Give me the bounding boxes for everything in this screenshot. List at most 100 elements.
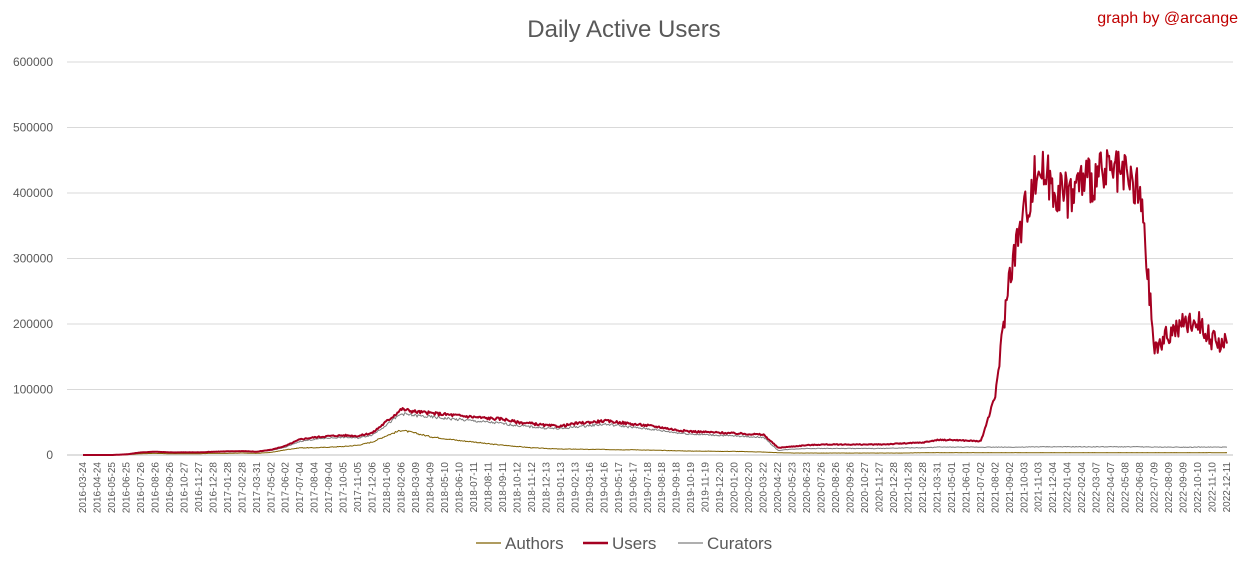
- y-tick-label: 400000: [13, 186, 53, 200]
- x-tick-label: 2018-11-12: [527, 462, 538, 513]
- x-tick-label: 2020-11-27: [874, 462, 885, 513]
- x-tick-label: 2022-01-04: [1063, 462, 1074, 514]
- x-tick-label: 2017-03-31: [252, 462, 263, 514]
- x-tick-label: 2022-06-08: [1135, 462, 1146, 514]
- x-tick-label: 2019-07-18: [643, 462, 654, 514]
- x-tick-label: 2022-12-11: [1222, 462, 1233, 513]
- x-axis-ticks: 2016-03-24 2016-04-24 2016-05-25 2016-06-25…: [78, 462, 1233, 514]
- x-tick-label: 2022-02-04: [1077, 462, 1088, 514]
- x-tick-label: 2018-05-10: [440, 462, 451, 514]
- y-axis-ticks: 0 100000 200000 300000 400000 500000 600000: [13, 55, 53, 462]
- x-tick-label: 2021-06-01: [961, 462, 972, 514]
- series-line-authors: [83, 429, 1228, 456]
- chart-credit: graph by @arcange: [1097, 10, 1238, 27]
- x-tick-label: 2016-12-28: [208, 462, 219, 514]
- x-tick-label: 2022-05-08: [1121, 462, 1132, 514]
- x-tick-label: 2018-09-11: [498, 462, 509, 513]
- x-tick-label: 2016-08-26: [150, 462, 161, 514]
- x-tick-label: 2016-07-26: [136, 462, 147, 514]
- x-tick-label: 2018-10-12: [512, 462, 523, 514]
- legend-label-users: Users: [612, 534, 656, 553]
- x-tick-label: 2019-03-16: [585, 462, 596, 514]
- x-tick-label: 2017-10-05: [339, 462, 350, 514]
- y-tick-label: 300000: [13, 252, 53, 266]
- x-tick-label: 2021-03-31: [932, 462, 943, 514]
- x-tick-label: 2016-06-25: [121, 462, 132, 514]
- y-tick-label: 600000: [13, 55, 53, 69]
- gridlines: [67, 61, 1233, 456]
- y-tick-label: 0: [46, 448, 53, 462]
- x-tick-label: 2018-01-06: [382, 462, 393, 514]
- x-tick-label: 2019-04-16: [599, 462, 610, 514]
- x-tick-label: 2022-09-09: [1179, 462, 1190, 514]
- x-tick-label: 2018-04-09: [426, 462, 437, 514]
- x-tick-label: 2016-04-24: [92, 462, 103, 514]
- x-tick-label: 2017-07-04: [295, 462, 306, 514]
- x-tick-label: 2020-03-22: [759, 462, 770, 514]
- x-tick-label: 2020-04-22: [773, 462, 784, 514]
- x-tick-label: 2017-11-05: [353, 462, 364, 513]
- x-tick-label: 2022-08-09: [1164, 462, 1175, 514]
- series-lines: [83, 149, 1228, 456]
- x-tick-label: 2017-05-02: [266, 462, 277, 514]
- x-tick-label: 2019-09-18: [672, 462, 683, 514]
- x-tick-label: 2019-11-19: [701, 462, 712, 513]
- x-tick-label: 2017-08-04: [310, 462, 321, 514]
- y-tick-label: 500000: [13, 121, 53, 135]
- legend: Authors Users Curators: [476, 534, 772, 553]
- x-tick-label: 2021-11-03: [1034, 462, 1045, 513]
- x-tick-label: 2020-05-23: [788, 462, 799, 514]
- x-tick-label: 2020-10-27: [860, 462, 871, 514]
- x-tick-label: 2021-08-02: [990, 462, 1001, 514]
- x-tick-label: 2018-03-09: [411, 462, 422, 514]
- x-tick-label: 2018-07-11: [469, 462, 480, 513]
- x-tick-label: 2022-03-07: [1092, 462, 1103, 514]
- x-tick-label: 2022-11-10: [1208, 462, 1219, 513]
- x-tick-label: 2017-01-28: [223, 462, 234, 514]
- x-tick-label: 2020-07-26: [817, 462, 828, 514]
- x-tick-label: 2019-12-20: [715, 462, 726, 514]
- x-tick-label: 2017-09-04: [324, 462, 335, 514]
- x-tick-label: 2022-04-07: [1106, 462, 1117, 514]
- x-tick-label: 2020-08-26: [831, 462, 842, 514]
- x-tick-label: 2021-10-03: [1019, 462, 1030, 514]
- x-tick-label: 2021-07-02: [976, 462, 987, 514]
- x-tick-label: 2020-06-23: [802, 462, 813, 514]
- x-tick-label: 2018-06-10: [455, 462, 466, 514]
- y-tick-label: 100000: [13, 383, 53, 397]
- legend-label-curators: Curators: [707, 534, 772, 553]
- x-tick-label: 2022-10-10: [1193, 462, 1204, 514]
- series-line-curators: [83, 412, 1227, 456]
- x-tick-label: 2022-07-09: [1150, 462, 1161, 514]
- x-tick-label: 2016-11-27: [194, 462, 205, 513]
- x-tick-label: 2021-09-02: [1005, 462, 1016, 514]
- x-tick-label: 2019-06-17: [628, 462, 639, 514]
- x-tick-label: 2020-01-20: [730, 462, 741, 514]
- x-tick-label: 2020-09-26: [845, 462, 856, 514]
- x-tick-label: 2019-08-18: [657, 462, 668, 514]
- x-tick-label: 2021-01-28: [903, 462, 914, 514]
- x-tick-label: 2021-05-01: [947, 462, 958, 514]
- y-tick-label: 200000: [13, 317, 53, 331]
- series-line-users: [83, 149, 1228, 456]
- x-tick-label: 2018-12-13: [541, 462, 552, 514]
- x-tick-label: 2018-08-11: [483, 462, 494, 513]
- x-tick-label: 2021-02-28: [918, 462, 929, 514]
- x-tick-label: 2021-12-04: [1048, 462, 1059, 514]
- x-tick-label: 2017-06-02: [281, 462, 292, 514]
- x-tick-label: 2020-12-28: [889, 462, 900, 514]
- x-tick-label: 2019-01-13: [556, 462, 567, 514]
- chart-title: Daily Active Users: [527, 16, 720, 43]
- x-tick-label: 2020-02-20: [744, 462, 755, 514]
- x-tick-label: 2016-09-26: [165, 462, 176, 514]
- legend-label-authors: Authors: [505, 534, 564, 553]
- x-tick-label: 2016-03-24: [78, 462, 89, 514]
- x-tick-label: 2019-10-19: [686, 462, 697, 514]
- x-tick-label: 2019-05-17: [614, 462, 625, 514]
- x-tick-label: 2016-10-27: [179, 462, 190, 514]
- x-tick-label: 2019-02-13: [570, 462, 581, 514]
- x-tick-label: 2018-02-06: [397, 462, 408, 514]
- x-tick-label: 2016-05-25: [107, 462, 118, 514]
- x-tick-label: 2017-02-28: [237, 462, 248, 514]
